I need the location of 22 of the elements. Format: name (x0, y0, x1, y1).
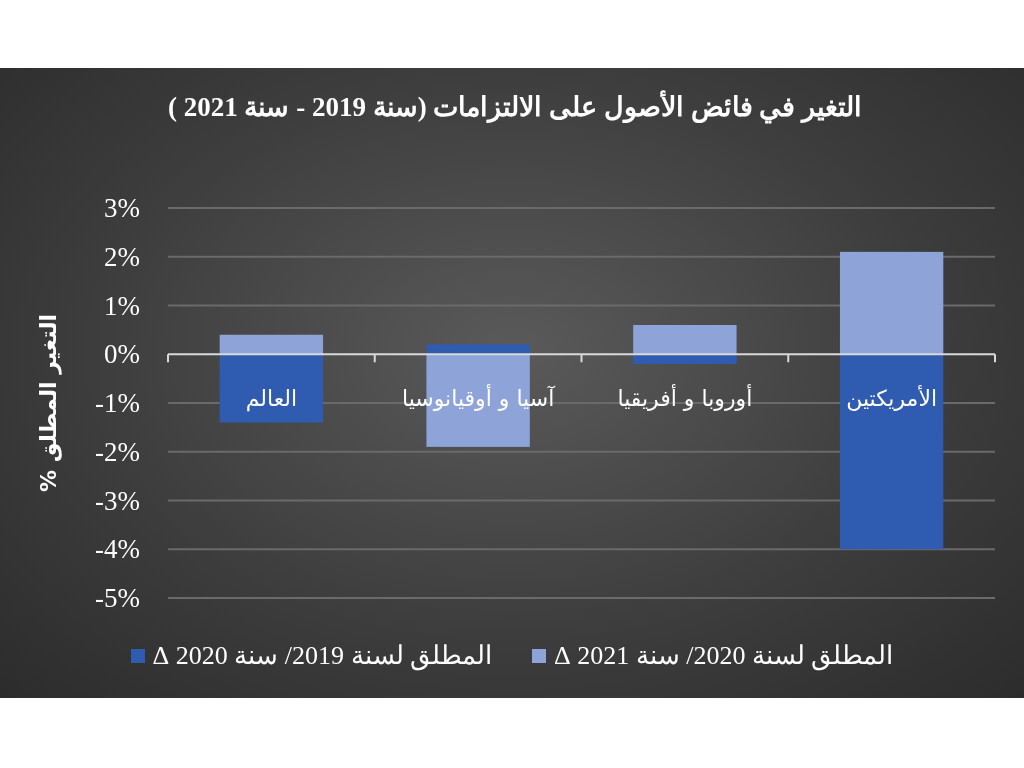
legend-label: المطلق لسنة 2020/ سنة 2021 Δ (554, 640, 894, 671)
bar (219, 354, 324, 423)
y-tick-label: -1% (95, 388, 140, 418)
y-tick-label: -2% (95, 436, 140, 467)
bar (633, 325, 737, 355)
y-tick-label: -5% (95, 583, 140, 613)
y-tick-label: -3% (95, 485, 140, 516)
y-tick-label: 3% (104, 193, 140, 223)
y-axis-title: التغير المطلق % (36, 313, 62, 493)
y-tick-label: 1% (104, 290, 140, 321)
legend-label: المطلق لسنة 2019/ سنة 2020 Δ (152, 640, 492, 671)
bar (633, 354, 737, 364)
y-tick-label: 2% (104, 241, 140, 272)
x-tick-label: الأمريكتين (846, 385, 938, 412)
bar (839, 251, 944, 355)
bar (839, 354, 944, 550)
chart-title: التغير في فائض الأصول على الالتزامات (سنة 2019 - سنة 2021 ) (166, 89, 864, 126)
x-tick-label: أوروبا و أفريقيا (617, 384, 753, 412)
y-tick-label: -4% (95, 534, 140, 565)
bar (219, 334, 324, 355)
y-tick-label: 0% (104, 339, 140, 370)
x-tick-label: العالم (245, 386, 298, 413)
